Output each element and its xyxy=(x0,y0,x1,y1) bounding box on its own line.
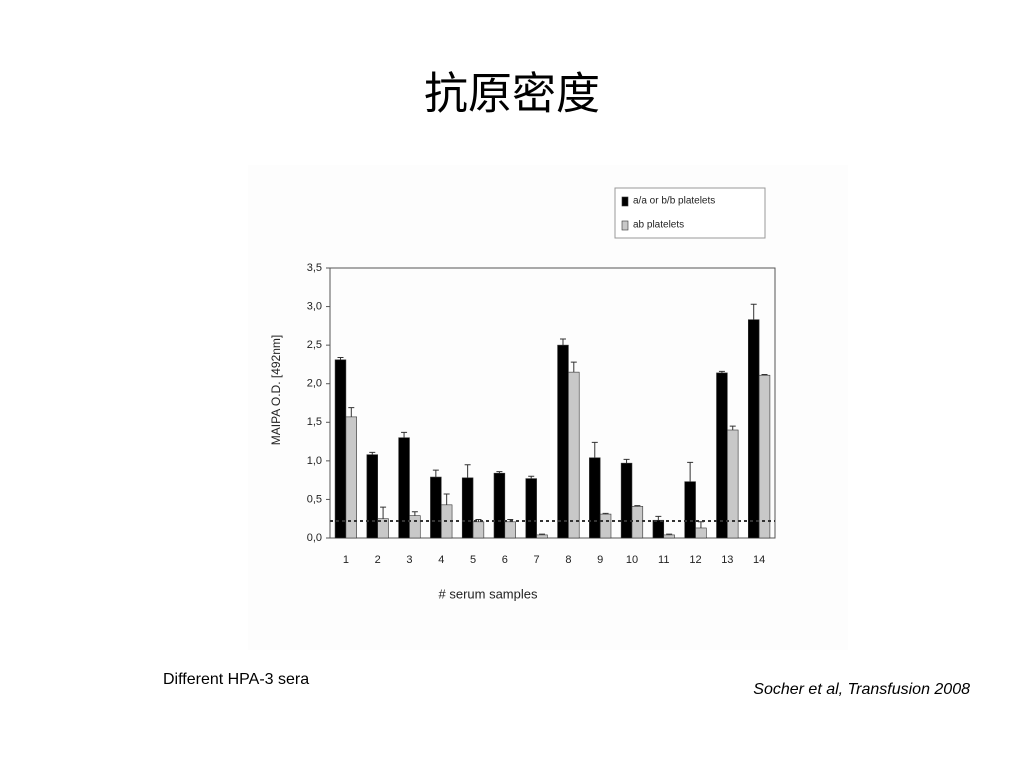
bar xyxy=(409,515,421,539)
error-bar xyxy=(602,512,609,515)
y-axis-label: MAIPA O.D. [492nm] xyxy=(269,335,283,445)
error-bar xyxy=(528,475,535,479)
error-bar xyxy=(475,518,482,522)
slide-title: 抗原密度 xyxy=(424,69,600,120)
x-tick-label: 6 xyxy=(502,554,508,566)
error-bar xyxy=(634,505,641,507)
x-tick-label: 13 xyxy=(721,554,733,566)
x-tick-label: 8 xyxy=(565,554,571,566)
x-tick-label: 4 xyxy=(438,554,444,566)
legend-swatch xyxy=(621,196,629,207)
error-bar xyxy=(348,407,355,417)
bar xyxy=(398,437,410,539)
bar xyxy=(695,527,707,539)
y-tick-label: 1,5 xyxy=(307,416,322,428)
error-bar xyxy=(496,471,503,474)
error-bar xyxy=(666,533,673,535)
caption-right: Socher et al, Transfusion 2008 xyxy=(753,681,970,698)
caption-left: Different HPA-3 sera xyxy=(163,671,309,688)
x-tick-label: 1 xyxy=(343,554,349,566)
error-bar xyxy=(750,303,757,320)
error-bar xyxy=(729,425,736,430)
bar xyxy=(525,478,537,539)
plot-frame xyxy=(329,267,776,539)
error-bar xyxy=(337,356,344,360)
y-tick-label: 2,5 xyxy=(307,339,322,351)
error-bar xyxy=(623,458,630,464)
y-tick-label: 3,5 xyxy=(307,262,322,274)
x-tick-label: 9 xyxy=(597,554,603,566)
error-bar xyxy=(761,373,768,376)
bar xyxy=(557,344,569,539)
legend-box xyxy=(614,187,766,239)
legend-label: a/a or b/b platelets xyxy=(633,196,715,207)
y-tick-label: 0,0 xyxy=(307,532,322,544)
bar xyxy=(599,513,612,539)
y-tick-label: 0,5 xyxy=(307,493,322,505)
error-bar xyxy=(401,431,408,438)
bar xyxy=(472,521,485,539)
bar xyxy=(345,416,357,539)
bar xyxy=(589,457,601,539)
x-tick-label: 3 xyxy=(406,554,412,566)
y-tick-label: 1,0 xyxy=(307,455,322,467)
bar xyxy=(631,506,644,539)
x-tick-label: 11 xyxy=(658,554,669,566)
bar xyxy=(536,534,548,539)
bar xyxy=(334,359,347,539)
error-bar xyxy=(570,361,577,373)
x-axis-label: # serum samples xyxy=(439,586,538,601)
x-tick-label: 12 xyxy=(689,554,701,566)
error-bar xyxy=(655,515,662,521)
y-tick-label: 2,0 xyxy=(307,378,322,390)
bar xyxy=(716,372,728,539)
bar xyxy=(504,521,516,539)
bar xyxy=(620,462,633,539)
error-bar xyxy=(559,338,566,346)
error-bar xyxy=(539,533,546,535)
bar xyxy=(758,374,771,539)
bar xyxy=(747,319,760,539)
bar xyxy=(684,481,696,539)
error-bar xyxy=(718,370,725,373)
error-bar xyxy=(464,464,471,478)
x-tick-label: 14 xyxy=(753,554,765,566)
bar xyxy=(652,519,665,539)
y-tick-label: 3,0 xyxy=(307,300,322,312)
legend-label: ab platelets xyxy=(633,220,684,231)
error-bar xyxy=(411,511,418,516)
error-bar xyxy=(443,493,450,505)
bar xyxy=(461,477,474,539)
x-tick-label: 5 xyxy=(470,554,476,566)
error-bar xyxy=(369,451,376,455)
error-bar xyxy=(380,506,387,519)
x-tick-label: 7 xyxy=(534,554,540,566)
bar xyxy=(568,371,580,539)
x-tick-label: 10 xyxy=(626,554,638,566)
x-tick-label: 2 xyxy=(375,554,381,566)
bar xyxy=(430,476,442,539)
bar xyxy=(493,472,506,539)
bar xyxy=(366,454,378,539)
error-bar xyxy=(432,469,439,478)
bar xyxy=(663,534,675,539)
error-bar xyxy=(591,441,598,458)
error-bar xyxy=(687,461,694,482)
legend-swatch xyxy=(621,220,629,231)
